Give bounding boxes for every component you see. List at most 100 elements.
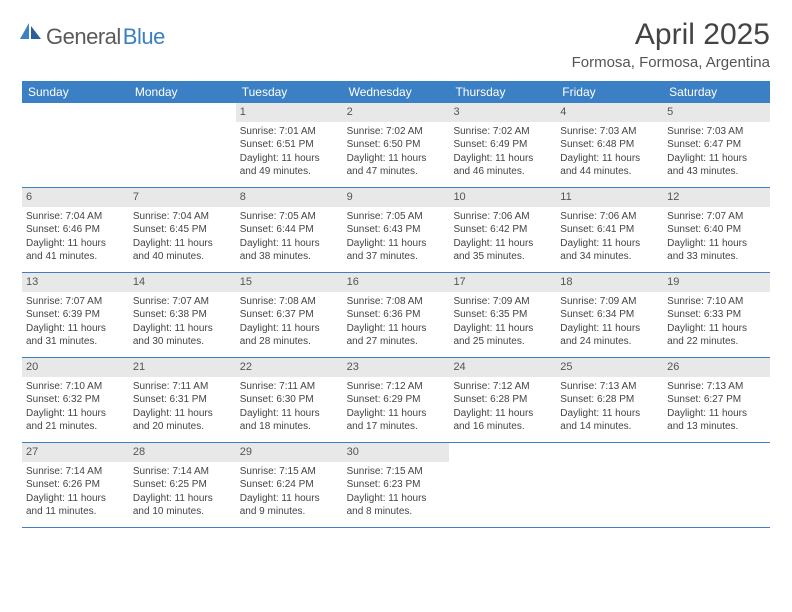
daylight-line: Daylight: 11 hours and 40 minutes. xyxy=(133,237,232,264)
day-cell: 30Sunrise: 7:15 AMSunset: 6:23 PMDayligh… xyxy=(343,443,450,527)
sunrise-line: Sunrise: 7:05 AM xyxy=(240,210,339,224)
sunset-line: Sunset: 6:47 PM xyxy=(667,138,766,152)
sunrise-line: Sunrise: 7:15 AM xyxy=(347,465,446,479)
daylight-line: Daylight: 11 hours and 8 minutes. xyxy=(347,492,446,519)
day-cell: 6Sunrise: 7:04 AMSunset: 6:46 PMDaylight… xyxy=(22,188,129,272)
day-cell: 17Sunrise: 7:09 AMSunset: 6:35 PMDayligh… xyxy=(449,273,556,357)
sunset-line: Sunset: 6:29 PM xyxy=(347,393,446,407)
day-content: Sunrise: 7:06 AMSunset: 6:42 PMDaylight:… xyxy=(451,210,554,264)
sunset-line: Sunset: 6:37 PM xyxy=(240,308,339,322)
logo-sail-icon xyxy=(20,23,42,39)
day-number: 11 xyxy=(556,188,663,207)
day-content: Sunrise: 7:15 AMSunset: 6:23 PMDaylight:… xyxy=(345,465,448,519)
sunrise-line: Sunrise: 7:11 AM xyxy=(133,380,232,394)
logo: GeneralBlue xyxy=(22,18,165,50)
day-cell: 28Sunrise: 7:14 AMSunset: 6:25 PMDayligh… xyxy=(129,443,236,527)
sunrise-line: Sunrise: 7:13 AM xyxy=(667,380,766,394)
weekday-fri: Friday xyxy=(556,81,663,103)
sunrise-line: Sunrise: 7:05 AM xyxy=(347,210,446,224)
day-content: Sunrise: 7:03 AMSunset: 6:47 PMDaylight:… xyxy=(665,125,768,179)
day-content: Sunrise: 7:04 AMSunset: 6:46 PMDaylight:… xyxy=(24,210,127,264)
sunrise-line: Sunrise: 7:01 AM xyxy=(240,125,339,139)
sunset-line: Sunset: 6:45 PM xyxy=(133,223,232,237)
title-block: April 2025 Formosa, Formosa, Argentina xyxy=(572,18,770,71)
day-cell: 16Sunrise: 7:08 AMSunset: 6:36 PMDayligh… xyxy=(343,273,450,357)
weekday-thu: Thursday xyxy=(449,81,556,103)
sunrise-line: Sunrise: 7:02 AM xyxy=(347,125,446,139)
day-cell: 8Sunrise: 7:05 AMSunset: 6:44 PMDaylight… xyxy=(236,188,343,272)
sunset-line: Sunset: 6:42 PM xyxy=(453,223,552,237)
day-cell: 3Sunrise: 7:02 AMSunset: 6:49 PMDaylight… xyxy=(449,103,556,187)
day-content: Sunrise: 7:12 AMSunset: 6:28 PMDaylight:… xyxy=(451,380,554,434)
sunset-line: Sunset: 6:34 PM xyxy=(560,308,659,322)
day-number: 14 xyxy=(129,273,236,292)
day-number: 29 xyxy=(236,443,343,462)
day-cell: 22Sunrise: 7:11 AMSunset: 6:30 PMDayligh… xyxy=(236,358,343,442)
week-row: 13Sunrise: 7:07 AMSunset: 6:39 PMDayligh… xyxy=(22,273,770,358)
sunset-line: Sunset: 6:43 PM xyxy=(347,223,446,237)
sunset-line: Sunset: 6:51 PM xyxy=(240,138,339,152)
sunrise-line: Sunrise: 7:08 AM xyxy=(240,295,339,309)
day-cell: 10Sunrise: 7:06 AMSunset: 6:42 PMDayligh… xyxy=(449,188,556,272)
sunrise-line: Sunrise: 7:06 AM xyxy=(560,210,659,224)
day-content: Sunrise: 7:11 AMSunset: 6:31 PMDaylight:… xyxy=(131,380,234,434)
day-content: Sunrise: 7:07 AMSunset: 6:40 PMDaylight:… xyxy=(665,210,768,264)
daylight-line: Daylight: 11 hours and 25 minutes. xyxy=(453,322,552,349)
day-content: Sunrise: 7:15 AMSunset: 6:24 PMDaylight:… xyxy=(238,465,341,519)
sunset-line: Sunset: 6:26 PM xyxy=(26,478,125,492)
calendar: Sunday Monday Tuesday Wednesday Thursday… xyxy=(22,81,770,528)
daylight-line: Daylight: 11 hours and 35 minutes. xyxy=(453,237,552,264)
sunset-line: Sunset: 6:23 PM xyxy=(347,478,446,492)
day-content: Sunrise: 7:14 AMSunset: 6:25 PMDaylight:… xyxy=(131,465,234,519)
sunrise-line: Sunrise: 7:08 AM xyxy=(347,295,446,309)
day-number: 4 xyxy=(556,103,663,122)
sunrise-line: Sunrise: 7:10 AM xyxy=(667,295,766,309)
daylight-line: Daylight: 11 hours and 47 minutes. xyxy=(347,152,446,179)
weekday-mon: Monday xyxy=(129,81,236,103)
day-cell: 11 Sunrise: 7:06 AMSunset: 6:41 PMDayligh… xyxy=(556,188,663,272)
sunset-line: Sunset: 6:50 PM xyxy=(347,138,446,152)
week-row: 20Sunrise: 7:10 AMSunset: 6:32 PMDayligh… xyxy=(22,358,770,443)
day-number: 13 xyxy=(22,273,129,292)
day-content: Sunrise: 7:01 AMSunset: 6:51 PMDaylight:… xyxy=(238,125,341,179)
daylight-line: Daylight: 11 hours and 34 minutes. xyxy=(560,237,659,264)
day-content: Sunrise: 7:10 AMSunset: 6:33 PMDaylight:… xyxy=(665,295,768,349)
day-number: 25 xyxy=(556,358,663,377)
sunrise-line: Sunrise: 7:15 AM xyxy=(240,465,339,479)
header: GeneralBlue April 2025 Formosa, Formosa,… xyxy=(22,18,770,71)
day-content: Sunrise: 7:05 AMSunset: 6:43 PMDaylight:… xyxy=(345,210,448,264)
sunrise-line: Sunrise: 7:04 AM xyxy=(133,210,232,224)
day-number: 18 xyxy=(556,273,663,292)
day-cell: 4Sunrise: 7:03 AMSunset: 6:48 PMDaylight… xyxy=(556,103,663,187)
day-number: 20 xyxy=(22,358,129,377)
sunrise-line: Sunrise: 7:09 AM xyxy=(560,295,659,309)
sunset-line: Sunset: 6:41 PM xyxy=(560,223,659,237)
sunrise-line: Sunrise: 7:13 AM xyxy=(560,380,659,394)
day-cell: 26Sunrise: 7:13 AMSunset: 6:27 PMDayligh… xyxy=(663,358,770,442)
day-number: 5 xyxy=(663,103,770,122)
day-cell: 1Sunrise: 7:01 AMSunset: 6:51 PMDaylight… xyxy=(236,103,343,187)
sunrise-line: Sunrise: 7:14 AM xyxy=(26,465,125,479)
week-row: 27Sunrise: 7:14 AMSunset: 6:26 PMDayligh… xyxy=(22,443,770,528)
daylight-line: Daylight: 11 hours and 17 minutes. xyxy=(347,407,446,434)
sunset-line: Sunset: 6:39 PM xyxy=(26,308,125,322)
day-content: Sunrise: 7:11 AMSunset: 6:30 PMDaylight:… xyxy=(238,380,341,434)
daylight-line: Daylight: 11 hours and 13 minutes. xyxy=(667,407,766,434)
weekday-wed: Wednesday xyxy=(343,81,450,103)
daylight-line: Daylight: 11 hours and 38 minutes. xyxy=(240,237,339,264)
week-row: 6Sunrise: 7:04 AMSunset: 6:46 PMDaylight… xyxy=(22,188,770,273)
month-title: April 2025 xyxy=(572,18,770,52)
sunrise-line: Sunrise: 7:12 AM xyxy=(347,380,446,394)
sunrise-line: Sunrise: 7:04 AM xyxy=(26,210,125,224)
day-cell xyxy=(663,443,770,527)
daylight-line: Daylight: 11 hours and 20 minutes. xyxy=(133,407,232,434)
sunset-line: Sunset: 6:30 PM xyxy=(240,393,339,407)
sunset-line: Sunset: 6:32 PM xyxy=(26,393,125,407)
daylight-line: Daylight: 11 hours and 33 minutes. xyxy=(667,237,766,264)
day-cell xyxy=(449,443,556,527)
daylight-line: Daylight: 11 hours and 16 minutes. xyxy=(453,407,552,434)
sunset-line: Sunset: 6:44 PM xyxy=(240,223,339,237)
sunset-line: Sunset: 6:25 PM xyxy=(133,478,232,492)
daylight-line: Daylight: 11 hours and 27 minutes. xyxy=(347,322,446,349)
day-content: Sunrise: 7:06 AMSunset: 6:41 PMDaylight:… xyxy=(558,210,661,264)
